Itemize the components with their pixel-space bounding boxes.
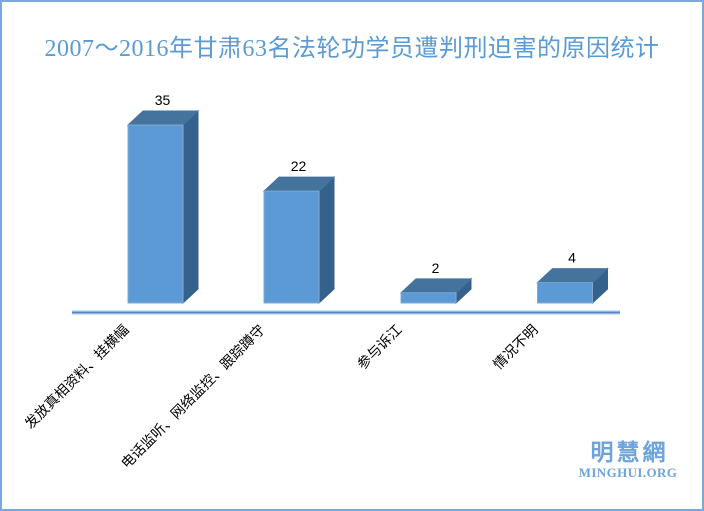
bar-value-label: 4 [568,250,576,266]
bar-front-face [400,292,457,304]
bar-value-label: 35 [155,92,171,108]
minghui-logo-cjk-text: 明慧網 [590,440,669,465]
bar-front-face [127,124,184,304]
bar-value-label: 22 [291,158,307,174]
bar-side-face [318,175,335,305]
bar-side-face [182,109,199,305]
bar-value-label: 2 [432,260,440,276]
bar-front-face [263,190,320,304]
minghui-logo: 明慧網 MINGHUI.ORG [577,440,679,479]
bar-front-face [537,282,593,304]
chart-title: 2007～2016年甘肃63名法轮功学员遭判刑迫害的原因统计 [44,36,660,62]
minghui-logo-latin-text: MINGHUI.ORG [578,465,678,480]
